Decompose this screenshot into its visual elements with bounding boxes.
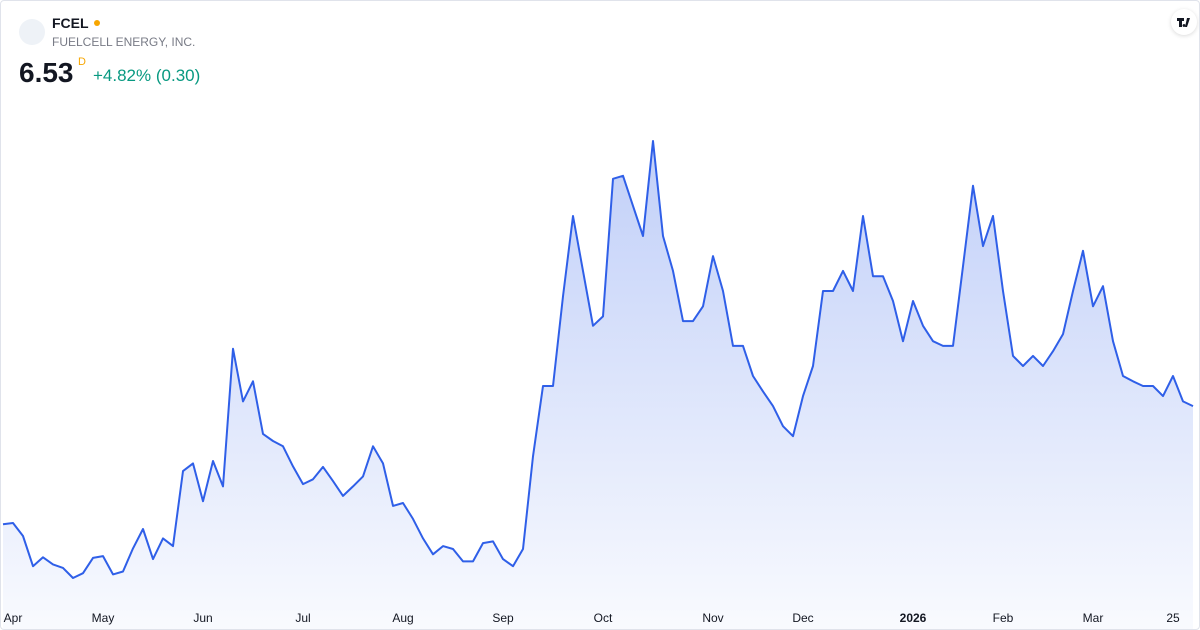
x-axis-label: May	[92, 611, 115, 625]
market-status-dot	[93, 20, 100, 26]
x-axis-label: Dec	[792, 611, 813, 625]
logo-icon	[1177, 18, 1190, 27]
resolution: D	[78, 56, 86, 68]
price-change: +4.82% (0.30)	[93, 66, 201, 85]
x-axis-label: Aug	[392, 611, 413, 625]
x-axis-label: Oct	[594, 611, 613, 625]
symbol-row: FCEL	[52, 15, 100, 31]
x-axis-label: 25	[1166, 611, 1180, 625]
price: 6.53	[19, 57, 74, 88]
x-axis-label: Jul	[295, 611, 310, 625]
company-logo	[19, 19, 45, 45]
area-fill	[3, 141, 1193, 629]
symbol[interactable]: FCEL	[52, 15, 89, 31]
x-axis-label: Apr	[4, 611, 23, 625]
company-name: FUELCELL ENERGY, INC.	[52, 35, 196, 49]
x-axis-label: Sep	[492, 611, 514, 625]
x-axis-label: Mar	[1083, 611, 1104, 625]
tradingview-logo[interactable]	[1171, 9, 1197, 35]
x-axis-label: Feb	[993, 611, 1014, 625]
x-axis-label: 2026	[900, 611, 927, 625]
price-line	[2, 140, 1194, 579]
x-axis-label: Jun	[193, 611, 212, 625]
x-axis-label: Nov	[702, 611, 723, 625]
